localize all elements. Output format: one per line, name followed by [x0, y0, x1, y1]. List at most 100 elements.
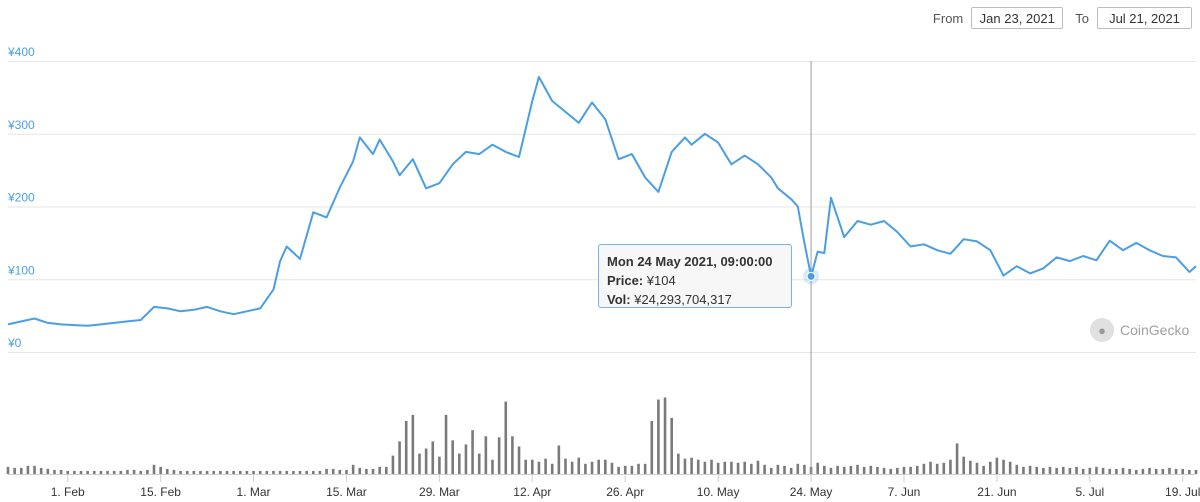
volume-bar	[99, 470, 103, 474]
tooltip-price-row: Price: ¥104	[607, 271, 783, 290]
volume-bar	[418, 453, 421, 474]
volume-bar	[119, 470, 123, 474]
volume-bar	[1048, 466, 1052, 474]
volume-bars	[6, 397, 1198, 474]
volume-bar	[982, 465, 985, 474]
x-tick-label: 15. Mar	[326, 485, 367, 499]
volume-bar	[1088, 467, 1092, 474]
volume-bar	[146, 469, 149, 474]
x-tick-label: 7. Jun	[888, 485, 921, 499]
volume-bar	[199, 470, 202, 474]
volume-bar	[915, 465, 919, 474]
volume-bar	[126, 469, 129, 474]
volume-bar	[477, 453, 481, 474]
volume-bar	[882, 467, 886, 474]
x-tick-label: 26. Apr	[606, 485, 644, 499]
volume-bar	[391, 455, 395, 474]
volume-bar	[955, 443, 959, 474]
volume-bar	[46, 468, 50, 474]
volume-bar	[385, 466, 388, 474]
date-range-selector: From Jan 23, 2021 To Jul 21, 2021	[933, 6, 1192, 30]
volume-bar	[597, 459, 600, 474]
volume-bar	[159, 466, 162, 474]
volume-bar	[365, 468, 368, 474]
volume-bar	[736, 462, 740, 474]
volume-bar	[511, 436, 514, 474]
volume-bar	[876, 466, 879, 474]
coingecko-logo: ● CoinGecko	[1090, 318, 1189, 342]
volume-bar	[524, 459, 527, 474]
volume-bar	[26, 465, 30, 474]
volume-bar	[1134, 469, 1138, 474]
tooltip-vol-label: Vol:	[607, 292, 631, 307]
to-date-input[interactable]: Jul 21, 2021	[1097, 7, 1192, 29]
volume-bar	[351, 464, 355, 474]
x-tick-label: 24. May	[790, 485, 833, 499]
volume-bar	[378, 466, 381, 474]
volume-bar	[1022, 466, 1025, 474]
hover-point	[806, 271, 816, 281]
volume-bar	[431, 441, 435, 474]
volume-bar	[1015, 464, 1019, 474]
volume-bar	[305, 470, 308, 474]
volume-bar	[969, 460, 972, 474]
volume-bar	[1095, 466, 1098, 474]
volume-bar	[497, 437, 501, 474]
volume-bar	[139, 470, 143, 474]
volume-bar	[458, 453, 461, 474]
volume-bar	[112, 470, 116, 474]
volume-bar	[225, 470, 229, 474]
volume-bar	[869, 465, 873, 474]
volume-bar	[1168, 467, 1171, 474]
volume-bar	[723, 461, 727, 474]
volume-bar	[769, 467, 773, 474]
volume-bar	[19, 467, 23, 474]
volume-bar	[564, 458, 567, 474]
volume-bar	[643, 463, 647, 474]
volume-bar	[106, 470, 109, 474]
volume-bar	[371, 468, 375, 474]
volume-bar	[152, 464, 156, 474]
volume-bar	[949, 459, 952, 474]
volume-bar	[1148, 467, 1151, 474]
volume-bar	[849, 465, 853, 474]
volume-bar	[338, 469, 342, 474]
volume-bar	[862, 466, 866, 474]
volume-bar	[358, 467, 362, 474]
tooltip-price-value: ¥104	[646, 273, 676, 288]
volume-bar	[995, 457, 999, 474]
volume-bar	[325, 468, 328, 474]
volume-bar	[935, 463, 939, 474]
x-tick-label: 10. May	[697, 485, 740, 499]
price-series-line	[7, 76, 1197, 327]
tooltip-vol-value: ¥24,293,704,317	[634, 292, 732, 307]
volume-bar	[517, 446, 521, 474]
volume-bar	[544, 458, 547, 474]
volume-bar	[842, 466, 846, 474]
volume-bar	[531, 459, 534, 474]
volume-bar	[1061, 466, 1065, 474]
volume-bar	[1121, 467, 1125, 474]
volume-bar	[39, 467, 43, 474]
volume-bar	[192, 470, 196, 474]
volume-bar	[1008, 461, 1012, 474]
volume-bar	[66, 470, 70, 474]
y-tick-label: ¥400	[7, 45, 35, 59]
volume-bar	[856, 464, 859, 474]
from-date-input[interactable]: Jan 23, 2021	[971, 7, 1064, 29]
volume-bar	[962, 456, 966, 474]
volume-bar	[1002, 459, 1005, 474]
volume-bar	[53, 469, 56, 474]
volume-bar	[1194, 469, 1198, 474]
volume-bar	[776, 464, 780, 474]
y-tick-label: ¥0	[7, 336, 22, 350]
volume-bar	[590, 461, 594, 474]
volume-bar	[73, 470, 76, 474]
volume-bar	[663, 397, 667, 474]
tooltip-vol-row: Vol: ¥24,293,704,317	[607, 290, 783, 309]
volume-bar	[232, 470, 235, 474]
volume-bar	[491, 459, 494, 474]
volume-bar	[1154, 468, 1158, 474]
volume-bar	[345, 469, 348, 474]
